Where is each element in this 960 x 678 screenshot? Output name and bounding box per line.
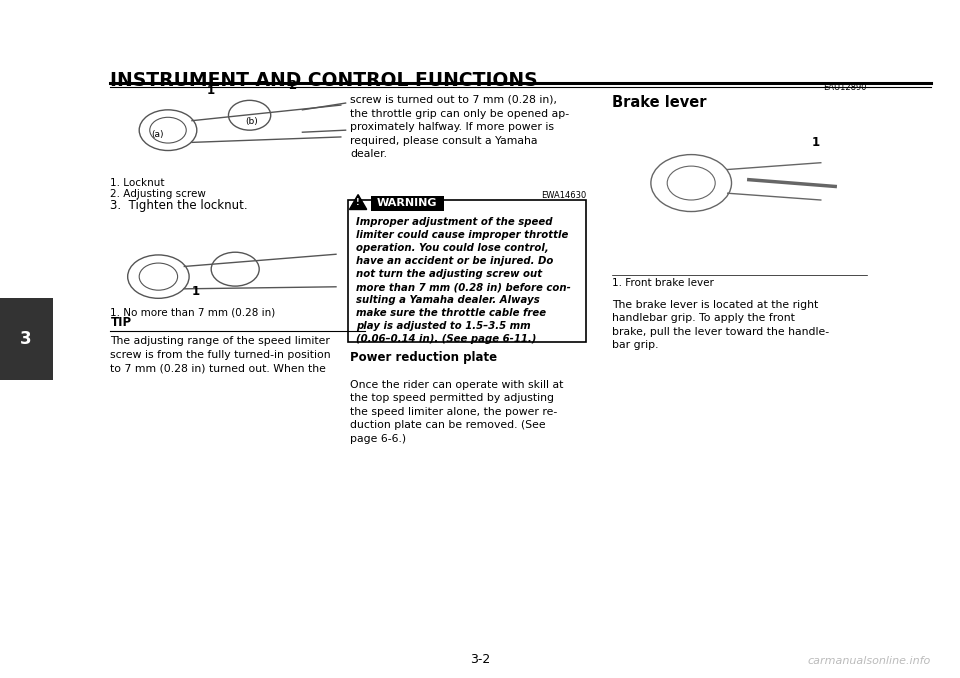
Text: carmanualsonline.info: carmanualsonline.info — [808, 656, 931, 666]
Text: !: ! — [356, 198, 360, 207]
Bar — [371, 196, 444, 211]
Text: 3: 3 — [20, 330, 32, 348]
Text: TIP: TIP — [110, 316, 132, 329]
Text: 1. No more than 7 mm (0.28 in): 1. No more than 7 mm (0.28 in) — [110, 307, 276, 317]
Text: 3.  Tighten the locknut.: 3. Tighten the locknut. — [110, 199, 248, 212]
Text: The brake lever is located at the right
handlebar grip. To apply the front
brake: The brake lever is located at the right … — [612, 300, 829, 351]
Bar — [0, 298, 53, 380]
Text: The adjusting range of the speed limiter
screw is from the fully turned-in posit: The adjusting range of the speed limiter… — [110, 336, 331, 374]
Text: 1: 1 — [811, 136, 819, 148]
Text: Brake lever: Brake lever — [612, 95, 707, 110]
Text: EAU12890: EAU12890 — [824, 83, 867, 92]
Text: 2: 2 — [288, 79, 296, 92]
Text: 1. Locknut: 1. Locknut — [110, 178, 165, 188]
Text: Once the rider can operate with skill at
the top speed permitted by adjusting
th: Once the rider can operate with skill at… — [350, 380, 564, 444]
Text: (a): (a) — [152, 130, 164, 139]
Text: Power reduction plate: Power reduction plate — [350, 351, 497, 364]
Text: Improper adjustment of the speed
limiter could cause improper throttle
operation: Improper adjustment of the speed limiter… — [356, 217, 571, 344]
Text: (b): (b) — [245, 117, 257, 126]
Text: 1: 1 — [192, 285, 200, 298]
Text: EWA14630: EWA14630 — [541, 191, 587, 200]
Text: INSTRUMENT AND CONTROL FUNCTIONS: INSTRUMENT AND CONTROL FUNCTIONS — [110, 71, 538, 90]
Bar — [348, 200, 586, 342]
Text: screw is turned out to 7 mm (0.28 in),
the throttle grip can only be opened ap-
: screw is turned out to 7 mm (0.28 in), t… — [350, 95, 569, 159]
Text: 2. Adjusting screw: 2. Adjusting screw — [110, 188, 206, 199]
Text: 1. Front brake lever: 1. Front brake lever — [612, 278, 714, 288]
Text: 1: 1 — [206, 83, 214, 96]
Polygon shape — [349, 195, 367, 210]
Text: 3-2: 3-2 — [469, 652, 491, 666]
Text: WARNING: WARNING — [376, 199, 438, 208]
